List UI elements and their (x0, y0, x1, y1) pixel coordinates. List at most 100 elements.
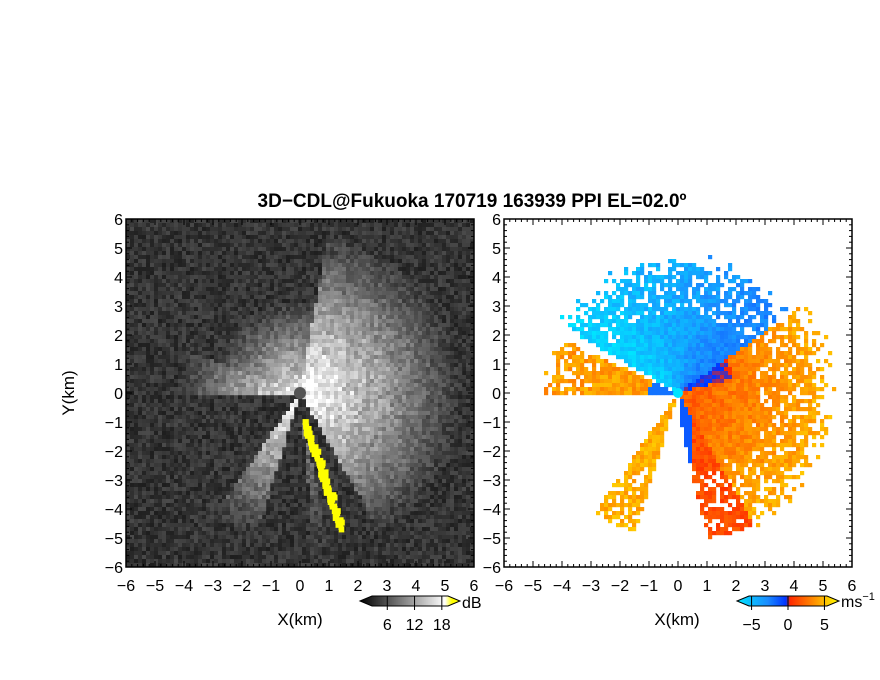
left-field-cell (166, 535, 171, 540)
left-field-cell (246, 443, 251, 448)
left-field-cell (314, 247, 319, 252)
left-field-cell (458, 271, 463, 276)
left-field-cell (182, 475, 187, 480)
left-field-cell (230, 247, 235, 252)
left-field-cell (206, 315, 211, 320)
left-field-cell (226, 551, 231, 556)
left-field-cell (138, 555, 143, 560)
left-field-cell (190, 351, 195, 356)
left-field-cell (142, 415, 147, 420)
left-field-cell (158, 391, 163, 396)
left-field-cell (206, 527, 211, 532)
left-field-cell (178, 451, 183, 456)
left-field-cell (190, 267, 195, 272)
left-field-cell (182, 443, 187, 448)
left-field-cell (190, 243, 195, 248)
left-field-cell (142, 267, 147, 272)
left-field-cell (158, 415, 163, 420)
left-field-cell (150, 415, 155, 420)
left-field-cell (170, 371, 175, 376)
left-field-cell (358, 291, 363, 296)
left-field-cell (202, 483, 207, 488)
left-field-cell (322, 555, 327, 560)
left-field-cell (194, 543, 199, 548)
left-field-cell (158, 235, 163, 240)
left-field-cell (434, 563, 439, 567)
left-field-cell (270, 535, 275, 540)
left-field-cell (206, 503, 211, 508)
left-field-cell (238, 279, 243, 284)
left-field-cell (142, 371, 147, 376)
left-field-cell (166, 371, 171, 376)
left-field-cell (134, 371, 139, 376)
left-field-cell (146, 279, 151, 284)
left-field-cell (230, 219, 235, 224)
left-field-cell (270, 487, 275, 492)
left-field-cell (294, 483, 299, 488)
left-field-cell (146, 355, 151, 360)
left-field-cell (126, 459, 131, 464)
left-field-cell (322, 455, 327, 460)
left-field-cell (214, 331, 219, 336)
left-field-cell (162, 503, 167, 508)
left-field-cell (222, 491, 227, 496)
left-field-cell (318, 227, 323, 232)
left-field-cell (150, 499, 155, 504)
left-field-cell (150, 363, 155, 368)
left-field-cell (254, 223, 259, 228)
left-field-cell (222, 419, 227, 424)
left-field-cell (466, 451, 471, 456)
left-field-cell (246, 295, 251, 300)
left-field-cell (350, 279, 355, 284)
left-field-cell (150, 411, 155, 416)
left-field-cell (366, 527, 371, 532)
left-field-cell (206, 499, 211, 504)
left-field-cell (162, 283, 167, 288)
left-field-cell (254, 423, 259, 428)
left-field-cell (450, 531, 455, 536)
left-field-cell (422, 283, 427, 288)
left-field-cell (254, 275, 259, 280)
left-field-cell (186, 471, 191, 476)
left-field-cell (222, 395, 227, 400)
left-field-cell (462, 219, 467, 224)
left-field-cell (362, 547, 367, 552)
left-field-cell (286, 255, 291, 260)
left-field-cell (222, 547, 227, 552)
left-field-cell (346, 263, 351, 268)
left-field-cell (258, 419, 263, 424)
left-field-cell (410, 519, 415, 524)
left-field-cell (194, 403, 199, 408)
left-field-cell (174, 507, 179, 512)
left-field-cell (298, 523, 303, 528)
left-field-cell (194, 415, 199, 420)
left-field-cell (138, 407, 143, 412)
left-field-cell (318, 483, 323, 488)
left-field-cell (162, 275, 167, 280)
left-field-cell (466, 415, 471, 420)
left-field-cell (146, 471, 151, 476)
left-field-cell (130, 331, 135, 336)
left-field-cell (146, 547, 151, 552)
left-field-cell (470, 415, 474, 420)
left-field-cell (162, 235, 167, 240)
left-field-cell (182, 351, 187, 356)
left-field-cell (150, 403, 155, 408)
left-field-cell (254, 227, 259, 232)
left-field-cell (174, 471, 179, 476)
left-field-cell (386, 531, 391, 536)
left-field-cell (346, 267, 351, 272)
left-field-cell (238, 563, 243, 567)
left-field-cell (218, 555, 223, 560)
left-field-cell (126, 259, 131, 264)
left-field-cell (166, 287, 171, 292)
left-field-cell (198, 403, 203, 408)
left-field-cell (174, 463, 179, 468)
left-field-cell (302, 235, 307, 240)
left-field-cell (138, 279, 143, 284)
left-field-cell (434, 227, 439, 232)
left-field-cell (166, 275, 171, 280)
left-field-cell (162, 459, 167, 464)
left-field-cell (250, 559, 255, 564)
left-field-cell (290, 523, 295, 528)
